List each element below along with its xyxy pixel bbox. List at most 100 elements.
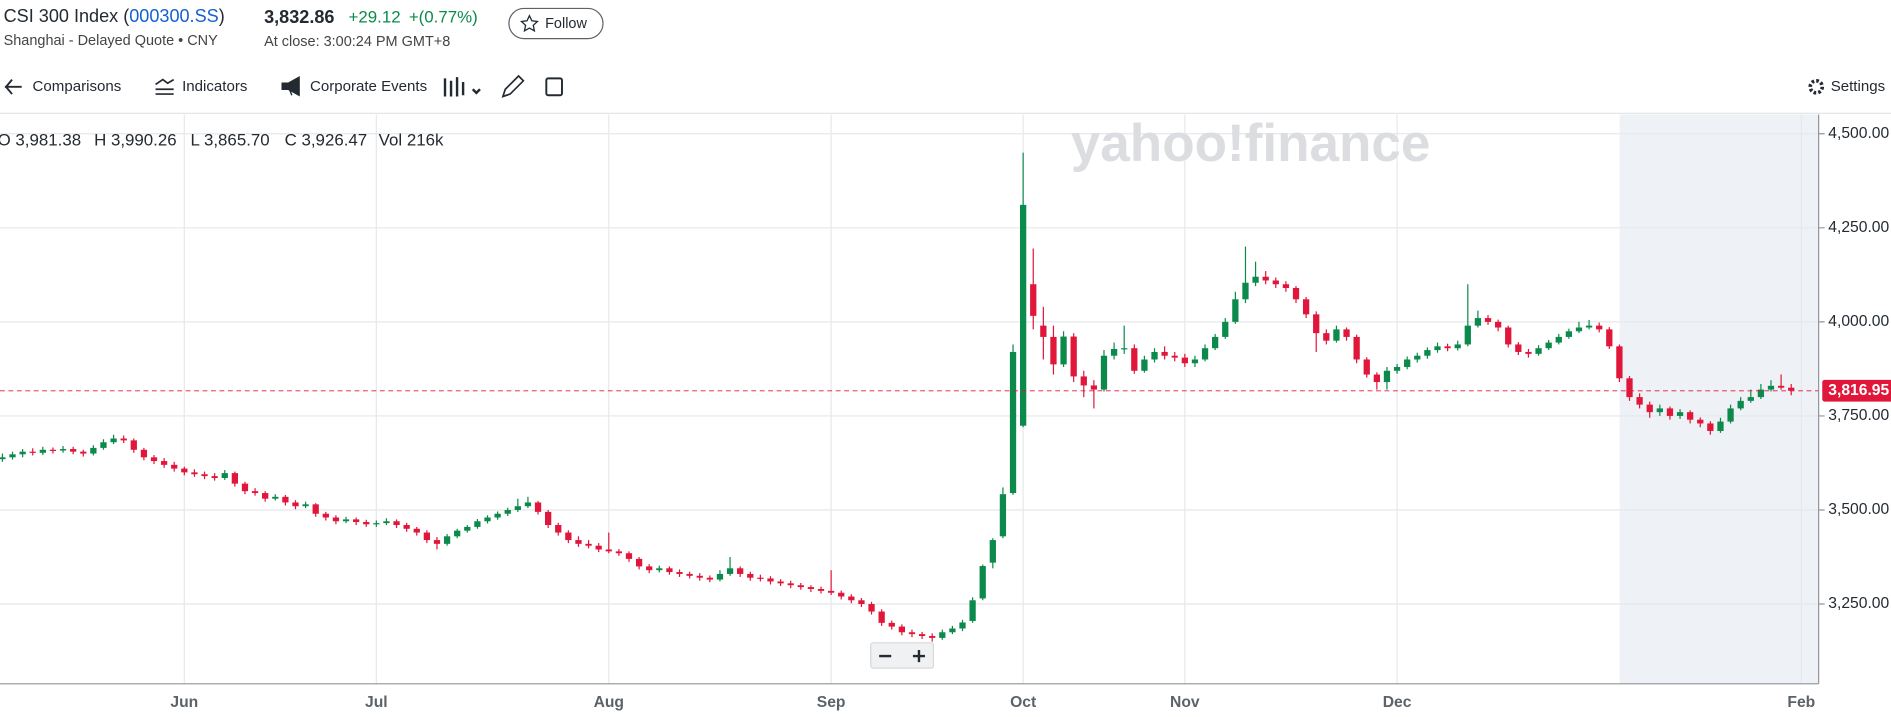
candle-body	[1302, 299, 1310, 315]
candle-body	[120, 438, 127, 441]
candle-body	[383, 521, 390, 524]
candle-body	[1100, 355, 1108, 390]
candle-body	[1606, 329, 1613, 347]
price: 3,832.86	[264, 7, 334, 27]
candle-body	[1383, 370, 1391, 383]
last-price-tag	[1822, 379, 1891, 402]
candle-body	[959, 622, 966, 629]
candle-body	[1484, 318, 1492, 322]
candle-body	[0, 457, 6, 460]
candle-body	[1505, 327, 1512, 345]
chart-type-button[interactable]	[443, 77, 481, 97]
candle-body	[1313, 314, 1320, 334]
candle-body	[1535, 348, 1542, 354]
candle-body	[1323, 333, 1330, 341]
toolbar-label: Corporate Events	[310, 78, 427, 95]
candle-body	[635, 558, 643, 567]
candle-body	[989, 540, 996, 563]
shaded-period	[1619, 114, 1819, 684]
draw-button[interactable]	[501, 74, 525, 98]
candle-body	[1788, 387, 1795, 391]
x-tick-label: Dec	[1383, 694, 1412, 711]
candle-body	[1282, 284, 1290, 289]
candle-body	[545, 511, 552, 526]
comparisons-button[interactable]: Comparisons	[4, 78, 121, 95]
candle-body	[605, 549, 612, 552]
x-tick-label: Oct	[1010, 694, 1037, 711]
candle-body	[100, 442, 107, 448]
candle-body	[292, 502, 299, 507]
last-price-label: 3,816.95	[1828, 382, 1889, 399]
settings-button[interactable]: Settings	[1808, 78, 1885, 95]
toolbar-label: Indicators	[182, 78, 247, 95]
candle-body	[1747, 397, 1754, 401]
candle-body	[585, 543, 592, 546]
candle-body	[1262, 276, 1269, 281]
candle-body	[1555, 336, 1562, 343]
table-button[interactable]	[545, 77, 563, 97]
y-tick-label: 3,250.00	[1828, 595, 1889, 612]
candle-body	[1676, 412, 1684, 416]
candle-body	[1626, 378, 1633, 398]
change: +29.12	[349, 8, 401, 27]
candle-body	[1494, 321, 1502, 328]
candle-body	[979, 566, 986, 599]
ohlc-low: L 3,865.70	[191, 131, 270, 150]
candle-body	[949, 628, 956, 633]
candle-body	[757, 577, 764, 579]
quote-title: CSI 300 Index (000300.SS)	[4, 6, 225, 26]
candle-body	[474, 521, 481, 527]
candle-body	[282, 496, 289, 503]
follow-label: Follow	[545, 16, 587, 32]
zoom-in[interactable]	[912, 650, 925, 663]
icon	[1808, 78, 1825, 95]
icon	[155, 78, 175, 95]
follow-button[interactable]: Follow	[508, 7, 604, 40]
candle-body	[898, 626, 905, 633]
candle-body	[1666, 408, 1674, 416]
candle-body	[1020, 204, 1027, 426]
candle-body	[1707, 423, 1714, 431]
title: CSI 300 Index (	[4, 6, 130, 26]
candle-body	[1777, 385, 1785, 388]
candle-body	[1292, 288, 1300, 300]
candle-body	[1353, 336, 1360, 360]
candle-body	[908, 632, 916, 635]
candle-body	[787, 583, 794, 586]
candle-body	[1131, 348, 1138, 371]
candle-body	[423, 532, 431, 541]
candle-body	[878, 611, 885, 623]
candle-body	[150, 457, 158, 462]
candle-body	[858, 600, 865, 605]
symbol[interactable]: 000300.SS	[129, 6, 218, 26]
candle-body	[1070, 336, 1077, 377]
ohlc-high: H 3,990.26	[94, 131, 177, 150]
candle-body	[90, 447, 97, 454]
candle-body	[676, 572, 683, 574]
candle-body	[1515, 344, 1522, 352]
candle-body	[464, 526, 471, 531]
candle-body	[160, 461, 168, 465]
candle-body	[272, 496, 279, 499]
candle-body	[1151, 351, 1158, 360]
candle-body	[59, 449, 67, 451]
x-tick-label: Aug	[594, 694, 624, 711]
candle-body	[312, 504, 319, 514]
candle-body	[1434, 346, 1441, 351]
candle-body	[1040, 325, 1047, 337]
ohlc-open: O 3,981.38	[0, 131, 81, 150]
candle-body	[1565, 331, 1573, 337]
candle-body	[211, 476, 218, 479]
candle-body	[1343, 329, 1350, 337]
candle-body	[181, 468, 188, 473]
subtitle: Shanghai - Delayed Quote • CNY	[4, 33, 219, 49]
candle-body	[1454, 344, 1461, 349]
icon	[443, 77, 481, 97]
candle-body	[565, 532, 572, 541]
candle-body	[686, 573, 693, 576]
events-button[interactable]: Corporate Events	[281, 75, 427, 97]
candle-body	[1585, 325, 1593, 328]
indicators-button[interactable]: Indicators	[155, 78, 248, 95]
y-tick-label: 4,000.00	[1828, 313, 1889, 330]
